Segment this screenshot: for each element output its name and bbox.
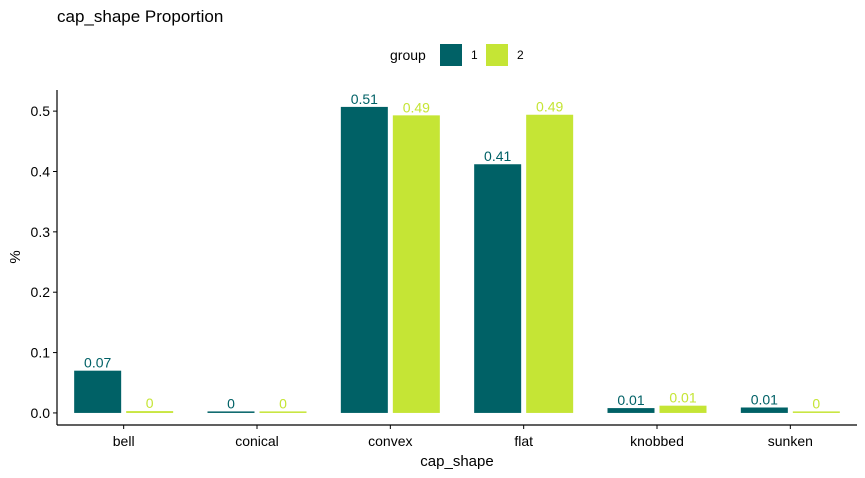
- data-label: 0: [279, 395, 287, 411]
- data-label: 0.49: [403, 99, 430, 115]
- bar: [792, 411, 840, 413]
- legend-label: 2: [517, 48, 524, 62]
- data-label: 0: [146, 395, 154, 411]
- x-tick-label: convex: [368, 433, 412, 449]
- bar: [74, 370, 122, 413]
- y-tick-label: 0.2: [31, 284, 51, 300]
- x-axis-title: cap_shape: [420, 453, 493, 470]
- data-label: 0.49: [536, 99, 563, 115]
- plot-area: 0.0 0.1 0.2 0.3 0.4 0.5 bell 0.07 0 conical 0 0 conv…: [31, 90, 857, 449]
- bar: [340, 106, 388, 413]
- legend-key: [440, 44, 462, 66]
- data-label: 0.41: [484, 148, 511, 164]
- x-tick-label: flat: [514, 433, 533, 449]
- x-tick-label: knobbed: [630, 433, 684, 449]
- legend-label: 1: [471, 48, 478, 62]
- bar: [392, 115, 440, 413]
- bar: [659, 405, 707, 413]
- x-tick-label: bell: [113, 433, 135, 449]
- bar: [474, 164, 522, 413]
- x-tick-label: sunken: [768, 433, 813, 449]
- data-label: 0: [227, 395, 235, 411]
- bar: [526, 114, 574, 413]
- x-tick-label: conical: [235, 433, 279, 449]
- y-tick-label: 0.0: [31, 405, 51, 421]
- y-axis-title: %: [7, 250, 24, 263]
- y-tick-label: 0.3: [31, 224, 51, 240]
- y-tick-label: 0.5: [31, 103, 51, 119]
- bar: [126, 411, 174, 413]
- legend-title: group: [390, 47, 426, 63]
- bar: [607, 408, 655, 413]
- legend: group 1 2: [390, 44, 524, 66]
- chart-title: cap_shape Proportion: [57, 7, 223, 26]
- data-label: 0.01: [617, 392, 644, 408]
- legend-key: [486, 44, 508, 66]
- data-label: 0.51: [351, 91, 378, 107]
- data-label: 0.01: [669, 390, 696, 406]
- data-label: 0.01: [751, 391, 778, 407]
- bar: [259, 411, 307, 413]
- y-tick-label: 0.1: [31, 345, 51, 361]
- bar: [740, 407, 788, 413]
- data-label: 0: [812, 395, 820, 411]
- y-tick-label: 0.4: [31, 163, 51, 179]
- data-label: 0.07: [84, 355, 111, 371]
- bar: [207, 411, 255, 413]
